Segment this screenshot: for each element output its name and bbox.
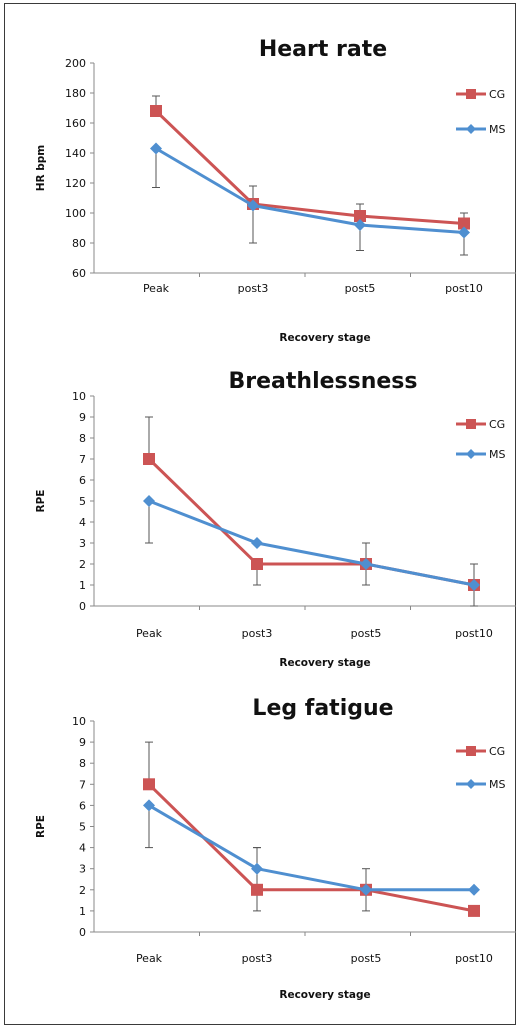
legend-marker-CG [466, 89, 476, 99]
data-point-MS [468, 883, 480, 896]
data-point-CG [354, 210, 366, 222]
y-tick-label: 8 [79, 757, 86, 770]
y-tick-label: 60 [72, 267, 86, 280]
x-tick-label: post5 [351, 627, 382, 640]
series-line-MS [155, 147, 465, 234]
chart-title: Leg fatigue [252, 696, 393, 721]
y-tick-label: 7 [79, 453, 86, 466]
x-tick-label: post10 [445, 282, 483, 295]
x-tick-label: post10 [455, 627, 493, 640]
y-tick-label: 0 [79, 926, 86, 939]
data-point-MS [150, 142, 162, 155]
legend-marker-MS [466, 124, 476, 134]
chart-panel-0: Heart rate 60 80 100 120 140 160 180 200 Peak post… [35, 37, 516, 344]
y-tick-label: 120 [65, 177, 86, 190]
legend-marker-CG [466, 419, 476, 429]
y-tick-label: 6 [79, 799, 86, 812]
data-point-CG [143, 453, 155, 465]
x-tick-label: post10 [455, 952, 493, 965]
y-tick-label: 9 [79, 411, 86, 424]
y-tick-label: 2 [79, 884, 86, 897]
y-tick-label: 3 [79, 537, 86, 550]
chart-panel-1: Breathlessness 0 1 2 3 4 5 6 7 8 9 10 Peak post3 post5… [35, 369, 516, 669]
chart-panel-2: Leg fatigue 0 1 2 3 4 5 6 7 8 9 10 Peak post3 post5 pos… [35, 696, 516, 1001]
x-tick-label: post5 [345, 282, 376, 295]
x-tick-label: post3 [242, 627, 273, 640]
y-tick-label: 180 [65, 87, 86, 100]
x-tick-label: post3 [238, 282, 269, 295]
y-tick-label: 3 [79, 863, 86, 876]
x-tick-label: Peak [136, 627, 163, 640]
data-point-CG [150, 105, 162, 117]
y-tick-label: 1 [79, 905, 86, 918]
legend-marker-MS [466, 449, 476, 459]
data-point-MS [468, 579, 480, 591]
legend-label-MS: MS [489, 448, 505, 461]
data-point-CG [458, 217, 470, 230]
y-tick-label: 5 [79, 821, 86, 834]
y-tick-label: 0 [79, 600, 86, 613]
series-line-MS [148, 499, 475, 587]
data-point-MS [360, 558, 372, 570]
data-point-CG [468, 904, 480, 917]
data-point-MS [354, 219, 366, 231]
data-point-MS [251, 537, 263, 549]
legend-marker-MS [466, 779, 476, 789]
series-line-MS [148, 804, 474, 892]
y-tick-label: 2 [79, 558, 86, 571]
x-tick-label: Peak [136, 952, 163, 965]
data-point-MS [143, 495, 155, 507]
x-axis-label: Recovery stage [279, 332, 370, 344]
y-tick-label: 200 [65, 57, 86, 70]
series-line-CG [147, 457, 475, 587]
legend-marker-CG [466, 746, 476, 756]
legend-label-CG: CG [489, 88, 505, 101]
x-tick-label: post3 [242, 952, 273, 965]
x-axis-label: Recovery stage [279, 657, 370, 669]
data-point-MS [458, 226, 470, 239]
data-point-CG [251, 883, 263, 896]
data-point-MS [360, 883, 372, 896]
y-tick-label: 6 [79, 474, 86, 487]
series-line-CG [154, 109, 465, 225]
legend-label-MS: MS [489, 123, 505, 136]
legend-label-MS: MS [489, 778, 505, 791]
series-line-CG [147, 783, 475, 913]
y-tick-label: 7 [79, 778, 86, 791]
x-tick-label: post5 [351, 952, 382, 965]
y-axis-label: RPE [35, 815, 47, 838]
y-tick-label: 4 [79, 842, 86, 855]
y-tick-label: 5 [79, 495, 86, 508]
y-tick-label: 9 [79, 736, 86, 749]
y-tick-label: 10 [72, 390, 86, 403]
legend-label-CG: CG [489, 745, 505, 758]
data-point-CG [251, 558, 263, 570]
y-tick-label: 1 [79, 579, 86, 592]
legend-label-CG: CG [489, 418, 505, 431]
chart-title: Heart rate [259, 37, 387, 62]
y-tick-label: 100 [65, 207, 86, 220]
y-tick-label: 160 [65, 117, 86, 130]
x-tick-label: Peak [143, 282, 170, 295]
chart-title: Breathlessness [229, 369, 418, 394]
y-tick-label: 80 [72, 237, 86, 250]
y-axis-label: RPE [35, 490, 47, 513]
figure-frame [4, 3, 516, 1025]
y-tick-label: 8 [79, 432, 86, 445]
y-axis-label: HR bpm [35, 145, 47, 192]
data-point-MS [143, 799, 155, 812]
data-point-MS [247, 199, 259, 212]
y-tick-label: 4 [79, 516, 86, 529]
x-axis-label: Recovery stage [279, 989, 370, 1001]
data-point-CG [143, 778, 155, 791]
y-tick-label: 10 [72, 715, 86, 728]
y-tick-label: 140 [65, 147, 86, 160]
data-point-MS [251, 862, 263, 875]
